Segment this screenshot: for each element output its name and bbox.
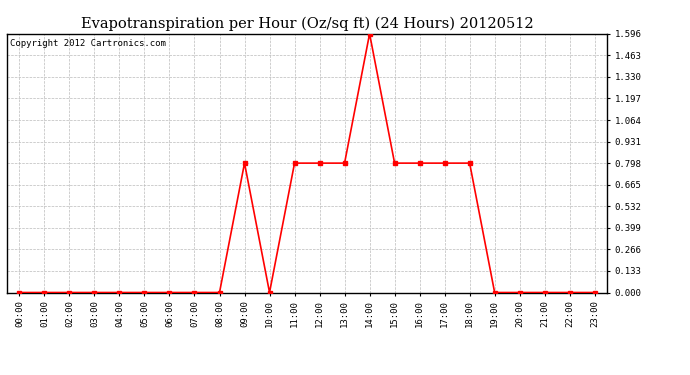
Title: Evapotranspiration per Hour (Oz/sq ft) (24 Hours) 20120512: Evapotranspiration per Hour (Oz/sq ft) (… — [81, 17, 533, 31]
Text: Copyright 2012 Cartronics.com: Copyright 2012 Cartronics.com — [10, 39, 166, 48]
